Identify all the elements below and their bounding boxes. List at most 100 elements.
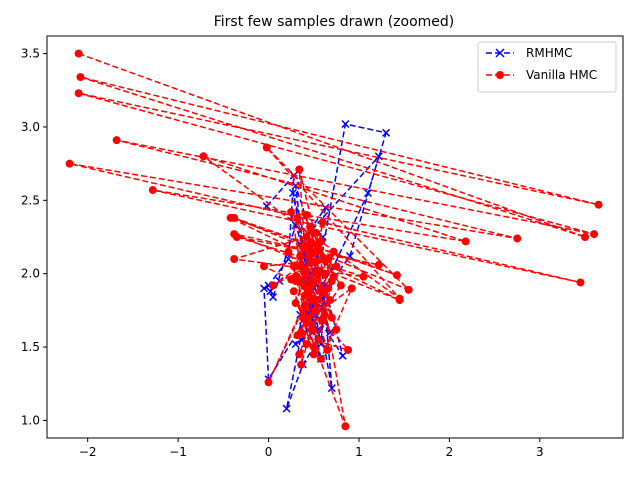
y-tick-label: 2.5: [21, 193, 40, 207]
data-point-vanilla-hmc: [323, 345, 332, 354]
y-tick-label: 2.0: [21, 267, 40, 281]
data-point-vanilla-hmc: [316, 237, 325, 246]
data-point-vanilla-hmc: [306, 284, 315, 293]
data-point-vanilla-hmc: [311, 257, 320, 266]
data-point-rmhmc: [282, 404, 291, 413]
data-point-vanilla-hmc: [513, 234, 522, 243]
data-point-rmhmc: [363, 188, 373, 198]
data-point-vanilla-hmc: [199, 152, 208, 161]
data-point-vanilla-hmc: [309, 296, 318, 305]
data-point-vanilla-hmc: [302, 316, 311, 325]
data-point-vanilla-hmc: [295, 165, 304, 174]
data-point-vanilla-hmc: [324, 255, 333, 264]
y-tick-label: 3.0: [21, 120, 40, 134]
data-point-vanilla-hmc: [315, 247, 324, 256]
data-point-vanilla-hmc: [112, 136, 121, 145]
data-point-vanilla-hmc: [311, 228, 320, 237]
data-point-vanilla-hmc: [264, 378, 273, 387]
legend-marker-circle-icon: [496, 71, 504, 79]
data-point-vanilla-hmc: [318, 287, 327, 296]
data-point-vanilla-hmc: [329, 272, 338, 281]
data-point-vanilla-hmc: [576, 278, 585, 287]
data-point-vanilla-hmc: [341, 422, 350, 431]
data-point-vanilla-hmc: [329, 247, 338, 256]
data-point-vanilla-hmc: [311, 306, 320, 315]
chart-title: First few samples drawn (zoomed): [214, 14, 455, 30]
data-point-vanilla-hmc: [332, 262, 341, 271]
data-point-vanilla-hmc: [74, 89, 83, 98]
legend-item-rmhmc: RMHMC: [486, 46, 572, 60]
x-tick-label: 3: [536, 445, 544, 459]
data-point-vanilla-hmc: [232, 233, 241, 241]
data-point-vanilla-hmc: [230, 255, 239, 264]
x-tick-label: 0: [265, 445, 273, 459]
x-tick-label: −2: [79, 445, 97, 459]
y-tick-label: 1.5: [21, 340, 40, 354]
data-point-vanilla-hmc: [590, 230, 599, 239]
data-point-vanilla-hmc: [307, 325, 316, 334]
data-point-vanilla-hmc: [336, 281, 345, 290]
legend-item-vanilla-hmc: Vanilla HMC: [486, 68, 597, 82]
data-point-vanilla-hmc: [76, 73, 85, 82]
data-point-vanilla-hmc: [296, 252, 305, 261]
legend: RMHMC Vanilla HMC: [477, 41, 617, 93]
y-tick-label: 1.0: [21, 413, 40, 427]
data-point-vanilla-hmc: [374, 260, 383, 269]
data-point-vanilla-hmc: [318, 316, 327, 325]
data-point-vanilla-hmc: [74, 49, 83, 58]
legend-label-vanilla-hmc: Vanilla HMC: [526, 68, 597, 82]
data-point-vanilla-hmc: [65, 159, 74, 168]
series-layer: [65, 49, 603, 431]
data-point-vanilla-hmc: [314, 335, 323, 344]
axes-frame: [46, 35, 624, 439]
data-point-vanilla-hmc: [295, 350, 304, 359]
data-point-vanilla-hmc: [318, 218, 327, 227]
plot-area: −2 −1 0 1 2 3 1.0 1.5 2.0 2.5 3.0 3.5: [21, 35, 624, 459]
data-point-vanilla-hmc: [395, 296, 404, 305]
data-point-vanilla-hmc: [307, 277, 316, 286]
data-point-vanilla-hmc: [594, 200, 603, 209]
data-point-vanilla-hmc: [327, 313, 336, 322]
data-point-vanilla-hmc: [305, 243, 314, 252]
series-line-rmhmc: [263, 123, 388, 409]
data-point-vanilla-hmc: [300, 291, 309, 300]
data-point-rmhmc: [269, 293, 278, 302]
data-point-vanilla-hmc: [289, 262, 298, 271]
data-point-vanilla-hmc: [302, 266, 311, 275]
data-point-vanilla-hmc: [296, 262, 305, 271]
data-point-vanilla-hmc: [344, 345, 353, 354]
data-point-vanilla-hmc: [269, 281, 278, 290]
data-point-vanilla-hmc: [287, 208, 296, 217]
data-point-vanilla-hmc: [293, 331, 302, 340]
data-point-vanilla-hmc: [291, 299, 300, 308]
data-point-vanilla-hmc: [302, 210, 311, 219]
legend-box: [477, 41, 617, 93]
data-point-rmhmc: [259, 284, 269, 293]
data-point-vanilla-hmc: [284, 247, 293, 256]
x-tick-label: −1: [169, 445, 187, 459]
data-point-rmhmc: [341, 119, 350, 129]
data-point-vanilla-hmc: [287, 275, 296, 284]
data-point-vanilla-hmc: [260, 262, 269, 271]
legend-marker-x-icon: [495, 48, 505, 58]
data-point-rmhmc: [338, 351, 347, 360]
data-point-rmhmc: [288, 188, 297, 198]
data-point-vanilla-hmc: [309, 350, 318, 359]
legend-label-rmhmc: RMHMC: [526, 46, 572, 60]
data-point-vanilla-hmc: [298, 243, 307, 252]
data-point-vanilla-hmc: [305, 252, 314, 261]
data-point-vanilla-hmc: [326, 296, 335, 305]
data-point-vanilla-hmc: [404, 285, 413, 294]
data-point-rmhmc: [382, 128, 391, 137]
series-vanilla-hmc: [65, 49, 603, 431]
data-point-vanilla-hmc: [320, 269, 329, 278]
y-tick-label: 3.5: [21, 47, 40, 61]
data-point-vanilla-hmc: [148, 186, 157, 195]
data-point-vanilla-hmc: [309, 343, 318, 352]
data-point-vanilla-hmc: [359, 272, 368, 281]
data-point-vanilla-hmc: [226, 213, 235, 222]
data-point-vanilla-hmc: [262, 143, 271, 152]
data-point-vanilla-hmc: [347, 284, 356, 293]
data-point-vanilla-hmc: [314, 269, 323, 278]
